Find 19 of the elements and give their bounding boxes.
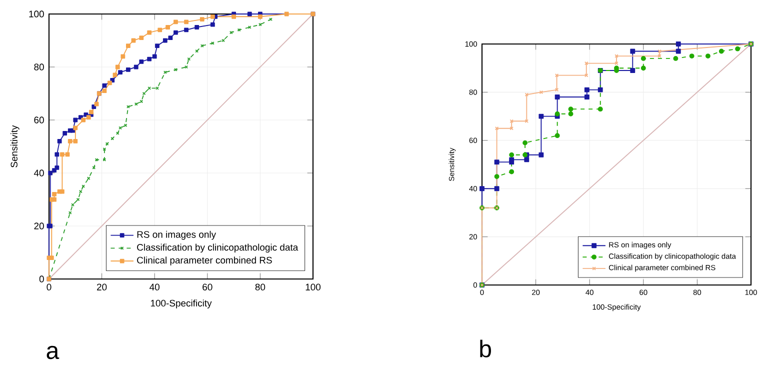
x-tick-label: 60 bbox=[202, 284, 212, 290]
legend-label: Classification by clinicopathologic data bbox=[137, 244, 298, 253]
text: a bbox=[46, 346, 60, 360]
x-tick-label: 0 bbox=[46, 284, 52, 290]
x-tick-label: 40 bbox=[150, 284, 160, 290]
y-axis-title: Sensitivity bbox=[10, 125, 20, 168]
y-tick-label: 80 bbox=[34, 64, 44, 70]
legend-label: RS on images only bbox=[137, 230, 216, 240]
legend-label: Clinical parameter combined RS bbox=[137, 256, 272, 266]
y-tick-label: 100 bbox=[29, 10, 44, 18]
y-tick-label: 60 bbox=[34, 116, 44, 124]
y-tick-label: 20 bbox=[34, 222, 44, 230]
y-tick-label: 0 bbox=[39, 276, 44, 282]
y-tick-label: 40 bbox=[34, 170, 44, 176]
x-tick-label: 80 bbox=[255, 284, 266, 290]
x-tick-label: 100 bbox=[306, 284, 321, 290]
x-axis-title: 100-Specificity bbox=[150, 300, 212, 308]
x-tick-label: 20 bbox=[97, 284, 107, 290]
text: b bbox=[480, 340, 491, 358]
